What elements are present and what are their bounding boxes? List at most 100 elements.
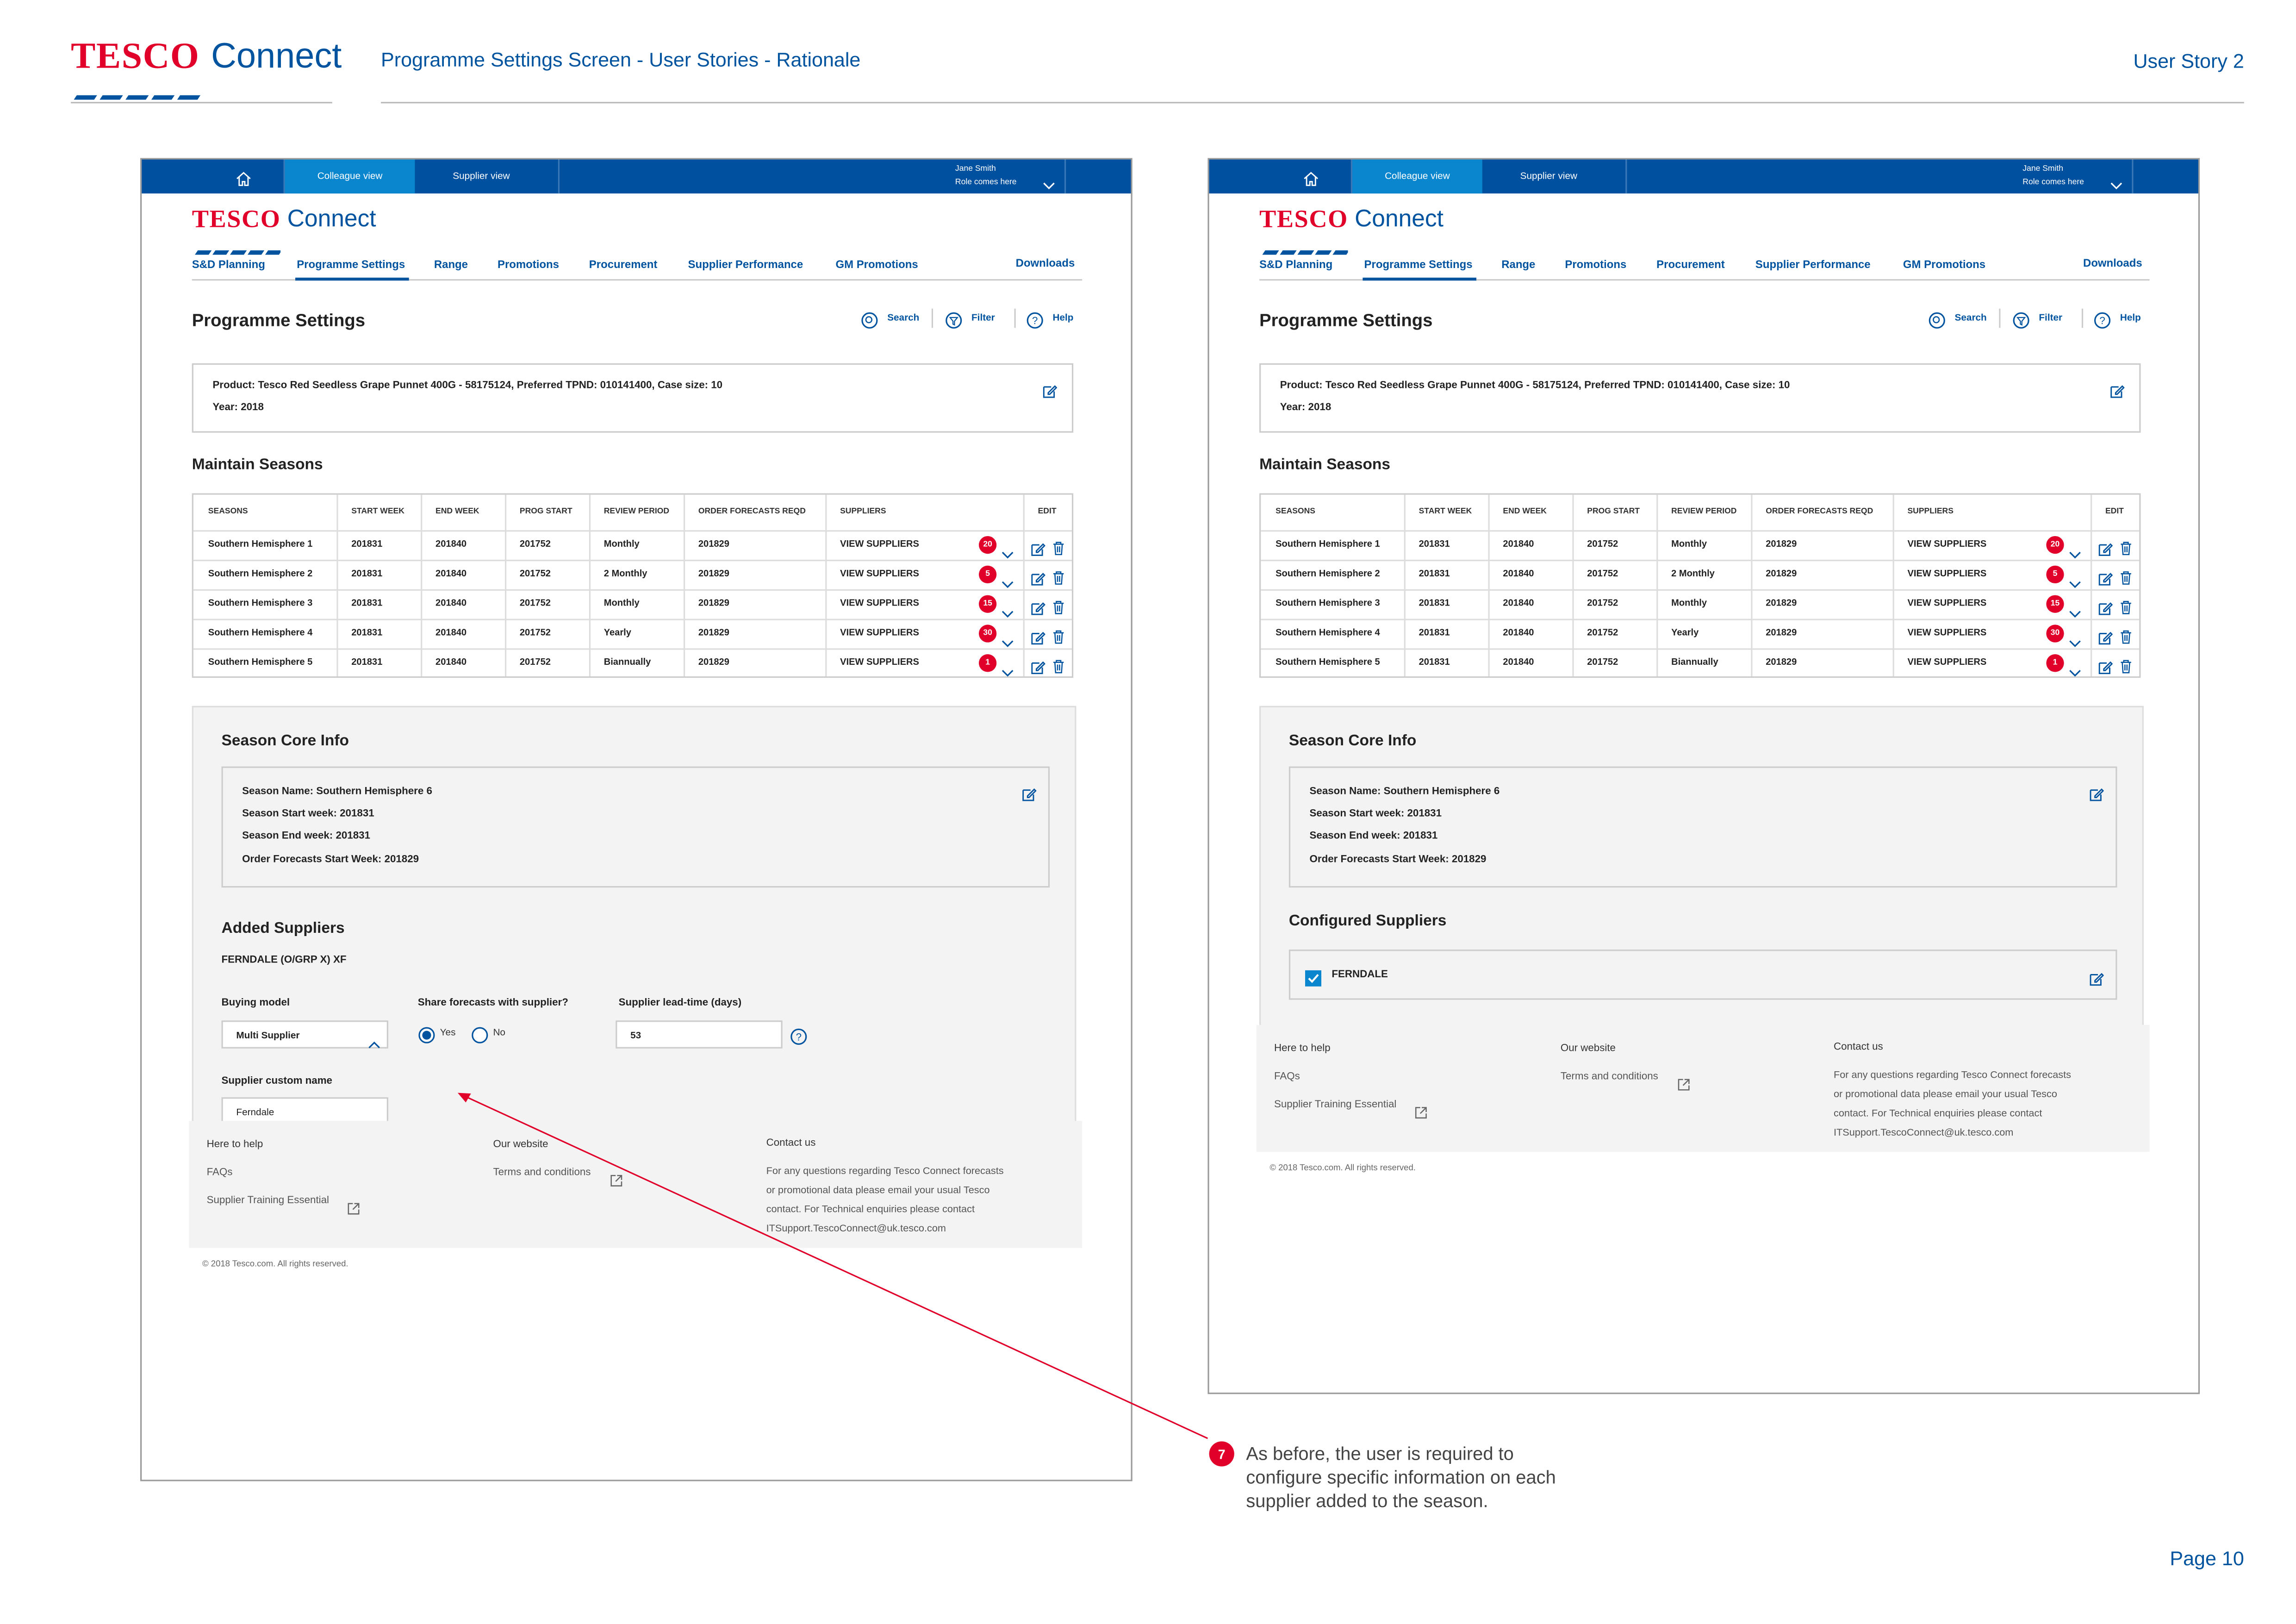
nav-link[interactable]: Programme Settings	[1364, 257, 1473, 271]
table-cell[interactable]: VIEW SUPPLIERS	[840, 539, 919, 550]
footer-link[interactable]: Terms and conditions	[493, 1168, 591, 1178]
footer-link[interactable]: Supplier Training Essential	[206, 1196, 330, 1206]
edit-icon[interactable]	[1031, 597, 1045, 615]
table-cell[interactable]: VIEW SUPPLIERS	[1907, 568, 1987, 580]
nav-link[interactable]: Downloads	[1015, 256, 1075, 270]
custom-name-input[interactable]: Ferndale	[221, 1097, 388, 1125]
edit-icon[interactable]	[1031, 537, 1045, 556]
expand-chevron[interactable]	[2068, 629, 2082, 647]
tool-link[interactable]: Help	[1052, 313, 1074, 324]
nav-link[interactable]: Range	[1501, 257, 1536, 271]
expand-chevron[interactable]	[2068, 570, 2082, 588]
delete-icon[interactable]	[2119, 656, 2134, 674]
table-cell[interactable]: VIEW SUPPLIERS	[840, 598, 919, 609]
tool-icon[interactable]: ?	[2093, 310, 2111, 329]
table-cell[interactable]: VIEW SUPPLIERS	[1907, 657, 1987, 668]
nav-link[interactable]: Promotions	[1565, 257, 1627, 271]
tool-icon[interactable]	[861, 310, 878, 329]
radio-no[interactable]	[471, 1025, 489, 1043]
edit-icon[interactable]	[1021, 783, 1037, 801]
nav-link[interactable]: GM Promotions	[1903, 257, 1986, 271]
nav-link[interactable]: Promotions	[498, 257, 559, 271]
tool-link[interactable]: Filter	[2039, 313, 2063, 324]
footer-link[interactable]: Terms and conditions	[1560, 1072, 1658, 1082]
tool-link[interactable]: Help	[2120, 313, 2141, 324]
delete-icon[interactable]	[2119, 567, 2134, 585]
delete-icon[interactable]	[1051, 656, 1066, 674]
delete-icon[interactable]	[1051, 537, 1066, 556]
table-cell[interactable]: VIEW SUPPLIERS	[840, 657, 919, 668]
table-cell: 201840	[436, 657, 467, 668]
nav-link[interactable]: Range	[434, 257, 468, 271]
delete-icon[interactable]	[2119, 537, 2134, 556]
expand-chevron[interactable]	[2068, 600, 2082, 618]
tab-label[interactable]: Supplier view	[1520, 170, 1577, 181]
table-cell[interactable]: VIEW SUPPLIERS	[840, 568, 919, 580]
nav-link[interactable]: Downloads	[2083, 256, 2142, 270]
edit-icon[interactable]	[2110, 380, 2125, 398]
tool-icon[interactable]	[945, 310, 963, 329]
table-cell[interactable]: VIEW SUPPLIERS	[840, 628, 919, 638]
edit-icon[interactable]	[2098, 656, 2113, 675]
table-cell[interactable]: VIEW SUPPLIERS	[1907, 628, 1987, 638]
tool-link[interactable]: Search	[1954, 313, 1987, 324]
table-cell[interactable]: VIEW SUPPLIERS	[1907, 539, 1987, 550]
delete-icon[interactable]	[1051, 567, 1066, 585]
buying-model-select[interactable]: Multi Supplier	[221, 1020, 388, 1049]
tab-label[interactable]: Supplier view	[453, 170, 510, 181]
radio-yes[interactable]	[418, 1025, 436, 1043]
edit-icon[interactable]	[2098, 626, 2113, 645]
tool-icon[interactable]: ?	[1026, 310, 1044, 329]
nav-link[interactable]: Supplier Performance	[688, 257, 803, 271]
expand-chevron[interactable]	[2068, 659, 2082, 677]
nav-link[interactable]: GM Promotions	[835, 257, 918, 271]
delete-icon[interactable]	[1051, 597, 1066, 614]
edit-icon[interactable]	[2089, 967, 2104, 986]
expand-chevron[interactable]	[1001, 570, 1014, 588]
expand-chevron[interactable]	[1001, 629, 1014, 647]
delete-icon[interactable]	[2119, 597, 2134, 614]
edit-icon[interactable]	[1031, 567, 1045, 586]
field-label: Supplier custom name	[221, 1076, 332, 1087]
nav-link[interactable]: Procurement	[589, 257, 658, 271]
icon-part	[2098, 603, 2110, 615]
user-menu-chevron[interactable]	[2110, 171, 2123, 189]
nav-link[interactable]: S&D Planning	[192, 257, 265, 271]
icon-part	[195, 250, 212, 254]
nav-link[interactable]: Supplier Performance	[1755, 257, 1871, 271]
expand-chevron[interactable]	[1001, 659, 1014, 677]
tool-link[interactable]: Filter	[971, 313, 995, 324]
tool-link[interactable]: Search	[887, 313, 920, 324]
expand-chevron[interactable]	[1001, 541, 1014, 559]
user-menu-chevron[interactable]	[1042, 171, 1056, 189]
table-cell[interactable]: VIEW SUPPLIERS	[1907, 598, 1987, 609]
home-icon[interactable]	[1302, 169, 1320, 186]
tool-icon[interactable]	[2012, 310, 2030, 329]
help-icon[interactable]: ?	[790, 1026, 808, 1045]
edit-icon[interactable]	[1031, 626, 1045, 645]
expand-chevron[interactable]	[1001, 600, 1014, 618]
nav-link[interactable]: Programme Settings	[297, 257, 405, 271]
colleague-tab[interactable]: Colleague view	[1352, 159, 1482, 194]
home-icon[interactable]	[235, 169, 252, 186]
edit-icon[interactable]	[2089, 783, 2104, 801]
edit-icon[interactable]	[2098, 597, 2113, 615]
nav-link[interactable]: Procurement	[1656, 257, 1725, 271]
delete-icon[interactable]	[2119, 626, 2134, 644]
footer-link[interactable]: Supplier Training Essential	[1274, 1099, 1397, 1111]
checkbox[interactable]	[1305, 967, 1322, 987]
edit-icon[interactable]	[2098, 567, 2113, 586]
footer-link[interactable]: FAQs	[206, 1168, 233, 1178]
expand-chevron[interactable]	[2068, 541, 2082, 559]
footer-link[interactable]: FAQs	[1274, 1072, 1300, 1082]
edit-icon[interactable]	[2098, 537, 2113, 556]
delete-icon[interactable]	[1051, 626, 1066, 644]
edit-icon[interactable]	[1031, 656, 1045, 675]
nav-link[interactable]: S&D Planning	[1259, 257, 1333, 271]
tool-icon[interactable]	[1928, 310, 1946, 329]
icon-part	[1043, 182, 1055, 189]
lead-time-input[interactable]: 53	[616, 1020, 783, 1049]
product-box: Product: Tesco Red Seedless Grape Punnet…	[1259, 363, 2141, 433]
colleague-tab[interactable]: Colleague view	[285, 159, 415, 194]
edit-icon[interactable]	[1042, 380, 1058, 398]
